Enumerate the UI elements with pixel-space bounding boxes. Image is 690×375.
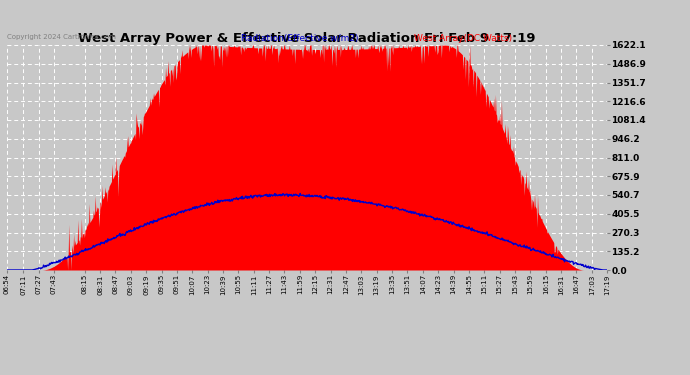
Title: West Array Power & Effective Solar Radiation Fri Feb 9 17:19: West Array Power & Effective Solar Radia…	[78, 32, 536, 45]
Text: Copyright 2024 Cartronics.com: Copyright 2024 Cartronics.com	[7, 34, 116, 40]
Text: Radiation(Effective w/m2): Radiation(Effective w/m2)	[241, 34, 359, 43]
Text: West Array(DC Watts): West Array(DC Watts)	[414, 34, 512, 43]
